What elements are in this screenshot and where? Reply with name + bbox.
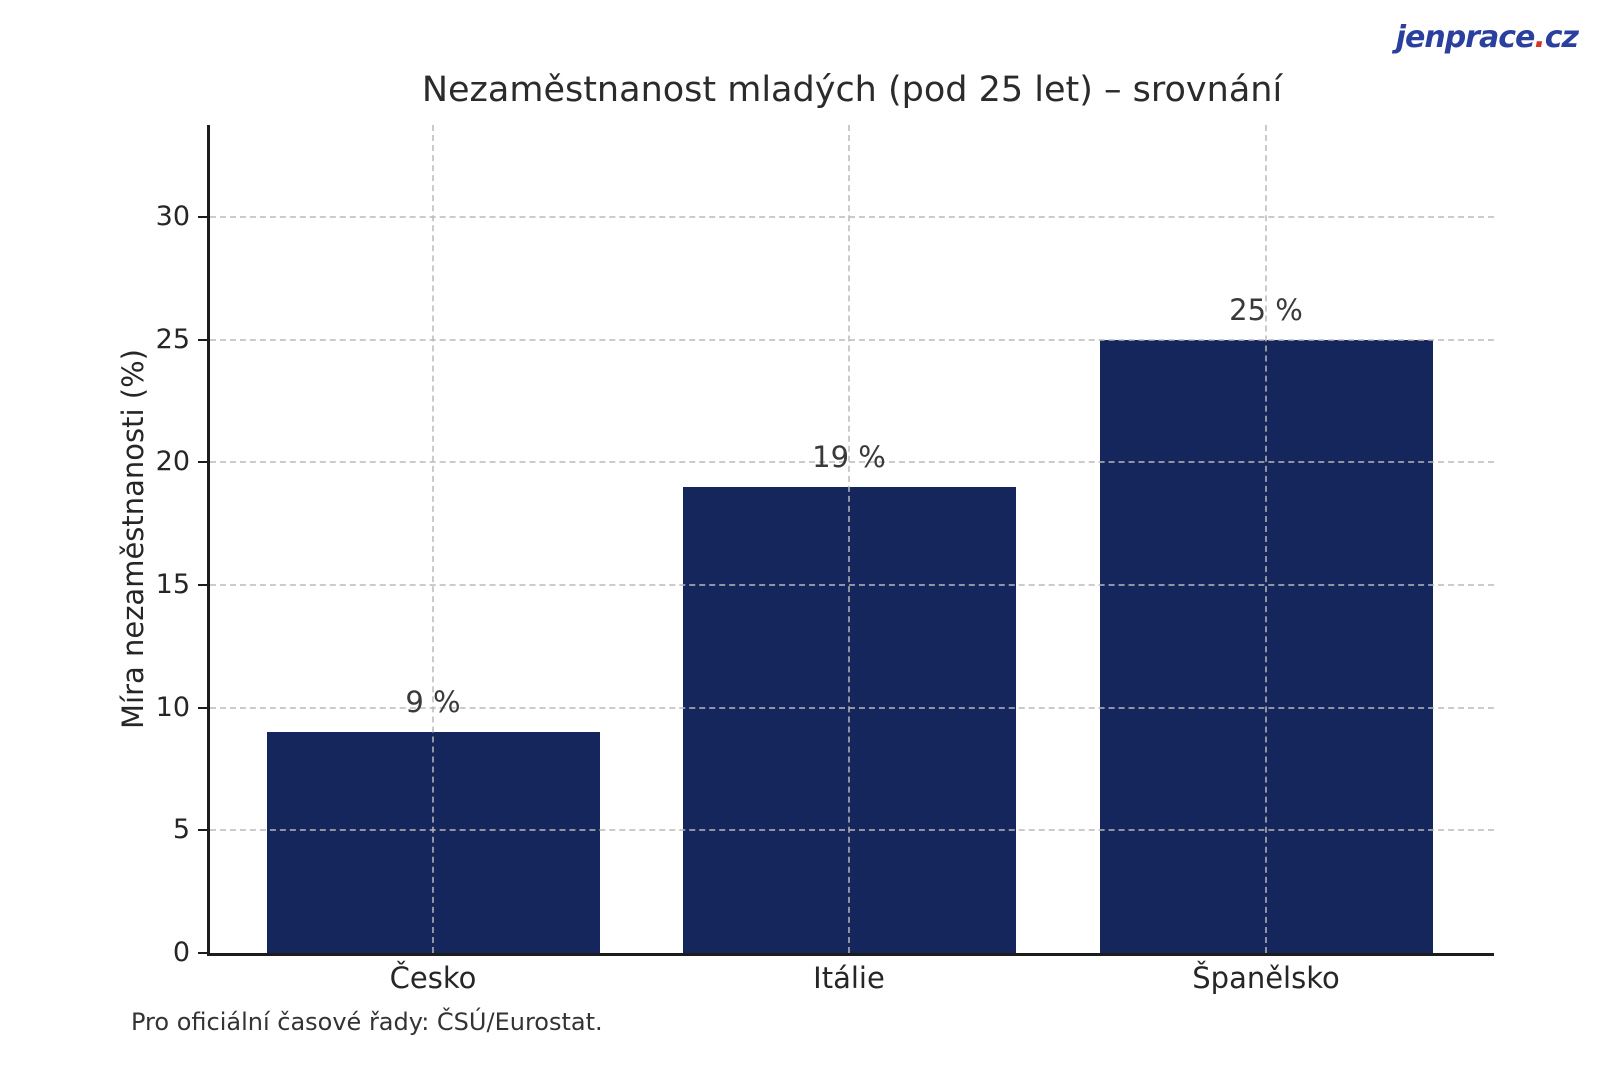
- y-axis-label: Míra nezaměstnanosti (%): [116, 349, 150, 729]
- y-tick-mark-10: [198, 706, 207, 709]
- gridline-y-25: [210, 338, 1494, 341]
- y-tick-mark-0: [198, 952, 207, 954]
- gridline-y-10: [210, 706, 1494, 709]
- y-tick-label-30: 30: [155, 201, 190, 232]
- y-axis-spine: [207, 125, 210, 956]
- y-tick-mark-20: [198, 461, 207, 464]
- plot-area: 0 5 10 15 20 25 30 9 % Česko 19 % Itálie 25 % Španěl…: [156, 125, 1494, 995]
- bar-value-label: 9 %: [405, 685, 461, 720]
- y-tick-label-10: 10: [155, 691, 190, 723]
- x-axis-spine: [207, 953, 1494, 956]
- logo-name: jenprace: [1395, 20, 1536, 55]
- gridline-x-1: [432, 125, 434, 953]
- y-tick-label-0: 0: [172, 937, 190, 968]
- gridline-x-2: [848, 125, 850, 953]
- gridline-y-30: [210, 216, 1494, 218]
- y-tick-label-20: 20: [155, 446, 190, 478]
- gridline-y-20: [210, 461, 1494, 464]
- y-tick-label-25: 25: [155, 323, 190, 355]
- chart-title: Nezaměstnanost mladých (pod 25 let) – sr…: [421, 70, 1283, 110]
- y-tick-mark-30: [198, 216, 207, 218]
- y-tick-label-5: 5: [172, 814, 190, 846]
- bar-value-label: 19 %: [812, 439, 886, 474]
- x-tick-label-itálie: Itálie: [813, 961, 885, 995]
- bar-value-label: 25 %: [1229, 292, 1303, 327]
- logo-dot: .: [1534, 20, 1545, 55]
- gridline-y-15: [210, 584, 1494, 586]
- x-tick-label-španělsko: Španělsko: [1192, 961, 1340, 995]
- gridline-y-5: [210, 829, 1494, 832]
- jenprace-logo: jenprace.cz: [1395, 20, 1579, 55]
- y-tick-mark-5: [198, 829, 207, 832]
- gridline-x-3: [1265, 125, 1267, 953]
- logo-tld: cz: [1544, 20, 1579, 55]
- x-tick-label-česko: Česko: [389, 961, 477, 995]
- y-tick-mark-25: [198, 338, 207, 341]
- source-note: Pro oficiální časové řady: ČSÚ/Eurostat.: [131, 1008, 603, 1036]
- y-tick-mark-15: [198, 584, 207, 586]
- y-tick-label-15: 15: [155, 569, 190, 600]
